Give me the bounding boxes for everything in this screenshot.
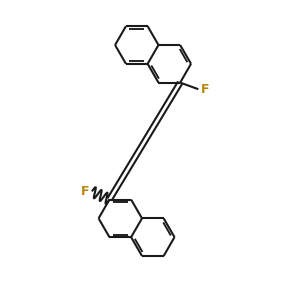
- Text: F: F: [201, 83, 209, 96]
- Text: F: F: [81, 185, 90, 198]
